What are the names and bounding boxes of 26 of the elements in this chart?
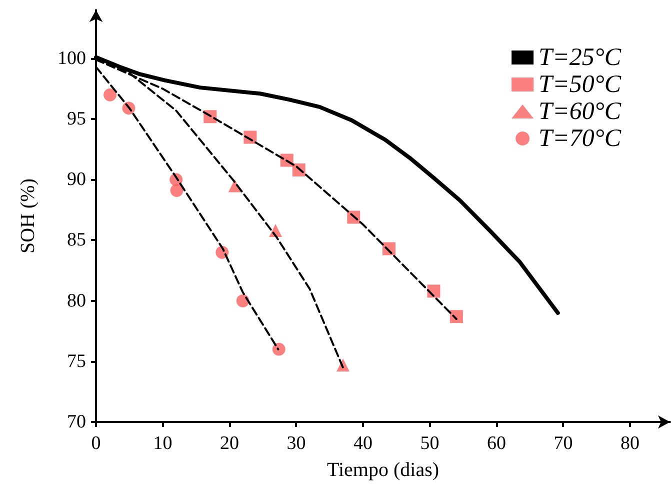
- y-tick-label: 80: [67, 290, 86, 312]
- x-axis-title: Tiempo (dias): [326, 459, 440, 481]
- x-tick-label: 80: [620, 433, 640, 454]
- x-tick-label: 10: [153, 433, 172, 454]
- legend-label: T=60°C: [538, 98, 622, 125]
- point: [450, 310, 463, 324]
- legend-label: T=25°C: [538, 44, 622, 71]
- y-tick-label: 95: [67, 108, 86, 130]
- x-tick-label: 60: [486, 433, 506, 454]
- legend-label: T=70°C: [538, 125, 622, 152]
- y-tick-label: 90: [67, 169, 86, 190]
- x-tick-label: 0: [91, 433, 101, 454]
- x-tick-label: 50: [420, 433, 440, 454]
- y-tick-label: 100: [58, 48, 86, 69]
- point: [272, 342, 286, 356]
- x-tick-label: 20: [220, 433, 239, 454]
- point: [104, 88, 117, 102]
- legend-label: T=50°C: [538, 71, 622, 98]
- y-tick-label: 70: [67, 412, 86, 432]
- x-tick-label: 40: [353, 433, 372, 454]
- y-tick-label: 85: [67, 230, 86, 251]
- y-tick-label: 75: [67, 350, 86, 372]
- x-tick-label: 30: [286, 433, 306, 454]
- x-tick-label: 70: [554, 433, 573, 454]
- point: [170, 184, 184, 198]
- y-axis-title: SOH (%): [17, 178, 39, 254]
